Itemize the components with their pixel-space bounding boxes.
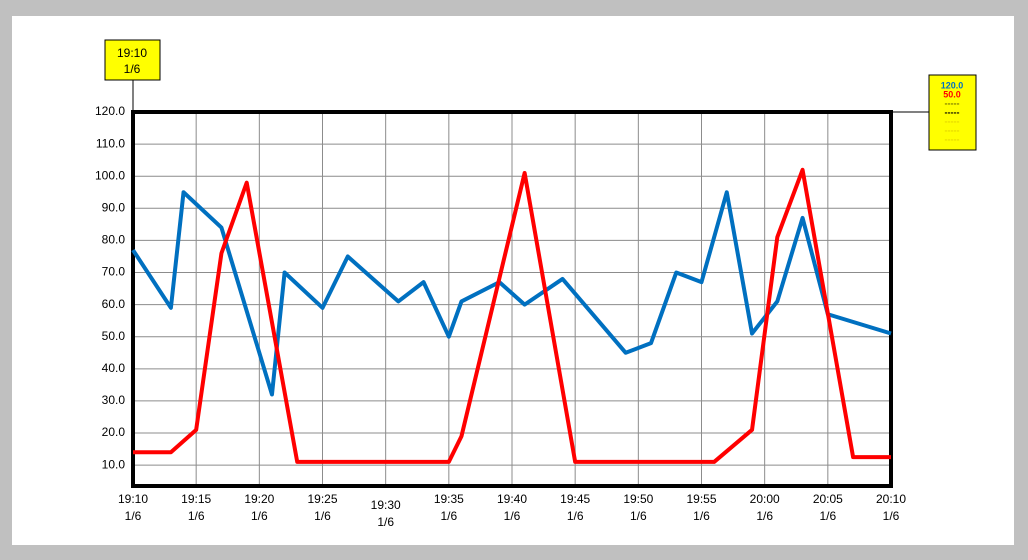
- y-tick-label: 80.0: [102, 233, 126, 247]
- y-tick-label: 40.0: [102, 361, 126, 375]
- y-tick-label: 100.0: [95, 168, 125, 182]
- x-tick-label: 19:40: [497, 492, 527, 506]
- x-tick-label: 20:00: [750, 492, 780, 506]
- x-tick-label: 19:35: [434, 492, 464, 506]
- y-tick-label: 20.0: [102, 425, 126, 439]
- x-tick-label: 19:15: [181, 492, 211, 506]
- panel: [12, 16, 1014, 545]
- x-tick-date: 1/6: [188, 509, 205, 523]
- series-line: [133, 167, 891, 464]
- scale-entry: -----: [945, 107, 960, 117]
- x-tick-label: 19:45: [560, 492, 590, 506]
- x-tick-date: 1/6: [377, 515, 394, 529]
- plot-border: [131, 110, 893, 488]
- y-tick-label: 60.0: [102, 297, 126, 311]
- x-tick-date: 1/6: [125, 509, 142, 523]
- y-tick-label: 30.0: [102, 393, 126, 407]
- x-tick-label: 20:05: [813, 492, 843, 506]
- x-tick-label: 19:55: [686, 492, 716, 506]
- x-tick-label: 19:25: [307, 492, 337, 506]
- x-tick-label: 19:50: [623, 492, 653, 506]
- scale-entry: -----: [945, 134, 960, 144]
- x-tick-date: 1/6: [883, 509, 900, 523]
- x-tick-date: 1/6: [567, 509, 584, 523]
- scale-entry: -----: [945, 98, 960, 108]
- y-tick-label: 110.0: [96, 136, 125, 150]
- scale-box: [928, 74, 977, 151]
- y-tick-label: 120.0: [95, 104, 125, 118]
- x-tick-date: 1/6: [440, 509, 457, 523]
- scale-entry: 50.0: [943, 89, 961, 99]
- x-tick-label: 19:10: [118, 492, 148, 506]
- x-tick-date: 1/6: [251, 509, 268, 523]
- scale-entry: -----: [945, 125, 960, 135]
- x-tick-date: 1/6: [630, 509, 647, 523]
- x-tick-date: 1/6: [756, 509, 773, 523]
- x-tick-date: 1/6: [693, 509, 710, 523]
- cursor-date: 1/6: [124, 62, 141, 76]
- x-tick-date: 1/6: [504, 509, 521, 523]
- x-tick-label: 20:10: [876, 492, 906, 506]
- cursor-box: [104, 39, 161, 81]
- y-tick-label: 10.0: [102, 457, 126, 471]
- y-tick-label: 70.0: [102, 265, 126, 279]
- x-tick-label: 19:30: [371, 498, 401, 512]
- y-tick-label: 90.0: [102, 200, 126, 214]
- scale-entry: -----: [945, 116, 960, 126]
- y-tick-label: 50.0: [102, 329, 126, 343]
- cursor-time: 19:10: [117, 46, 147, 60]
- x-tick-date: 1/6: [819, 509, 836, 523]
- scale-entry: 120.0: [941, 80, 964, 90]
- x-tick-date: 1/6: [314, 509, 331, 523]
- x-tick-label: 19:20: [244, 492, 274, 506]
